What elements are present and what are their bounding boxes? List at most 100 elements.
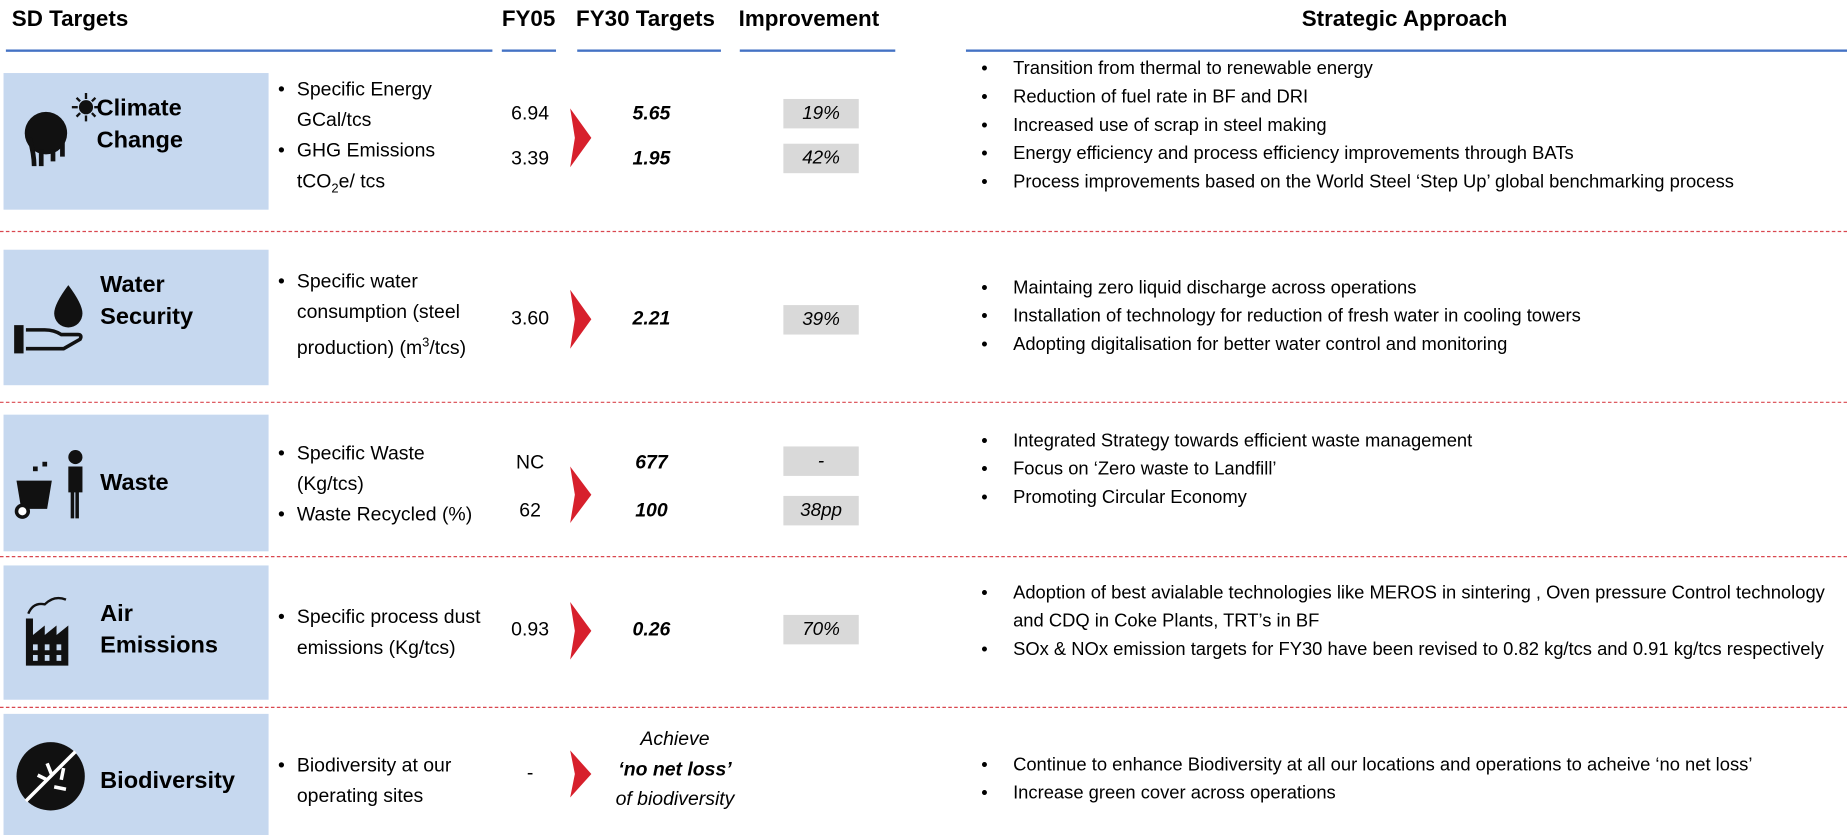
metric: • Specific water consumption (steel product…	[278, 266, 466, 363]
metric: • Specific Energy GCal/tcs	[278, 74, 432, 135]
metric-line: emissions (Kg/tcs)	[297, 633, 481, 664]
approach-item: Reduction of fuel rate in BF and DRI	[981, 84, 1826, 112]
bullet: •	[278, 606, 285, 628]
approach-item: Continue to enhance Biodiversity at all …	[981, 752, 1826, 780]
category-label: Waste	[100, 469, 169, 496]
fy30-value: 2.21	[632, 308, 671, 330]
metric-line: Specific Waste	[297, 438, 425, 469]
metric: • Specific Waste (Kg/tcs)	[278, 438, 425, 499]
column-header: SD Targets	[11, 7, 129, 32]
metric-text: Specific process dust	[296, 606, 481, 628]
superscript: 3	[422, 335, 430, 350]
fy30-value: 100	[635, 500, 668, 522]
header-underline	[965, 49, 1847, 52]
improvement-value: 39%	[783, 305, 859, 335]
header-underline	[501, 49, 557, 52]
metric-line: Specific water	[297, 266, 466, 297]
approach-list: Adoption of best avialable technologies …	[981, 580, 1826, 665]
metric-text: production) (m	[296, 337, 423, 359]
approach-item: Process improvements based on the World …	[981, 168, 1826, 196]
fy05-value: 6.94	[511, 103, 550, 125]
metric: • Biodiversity at our operating sites	[278, 750, 451, 811]
approach-list: Transition from thermal to renewable ene…	[981, 55, 1826, 196]
approach-list: Continue to enhance Biodiversity at all …	[981, 752, 1826, 809]
metric-text: Waste Recycled (%)	[296, 504, 473, 526]
fy05-value: 62	[519, 500, 541, 522]
metric-text: /tcs)	[429, 337, 467, 359]
improvement-value: 42%	[783, 143, 859, 174]
metric-text: operating sites	[296, 785, 424, 807]
bullet: •	[278, 442, 285, 465]
metric-text: Specific Waste (Kg/tcs)	[297, 438, 425, 499]
metric-text: Specific water	[296, 270, 418, 293]
arrow	[570, 108, 592, 168]
category-label: Climate	[96, 95, 182, 122]
fy30-value: 5.65	[632, 103, 671, 125]
metric: • Specific process dust emissions (Kg/tcs)	[278, 602, 481, 663]
metric-text: GHG Emissions	[296, 140, 436, 162]
arrow	[570, 601, 592, 660]
category-label: Change	[96, 127, 183, 154]
metric-line: production) (m3/tcs)	[297, 327, 466, 363]
arrow	[570, 750, 592, 798]
approach-item: Increase green cover across operations	[981, 780, 1826, 808]
metric-line: tCO2e/ tcs	[297, 166, 435, 204]
metric-text: consumption (steel	[296, 301, 461, 323]
improvement-value: 38pp	[783, 495, 859, 526]
approach-item: Promoting Circular Economy	[981, 484, 1826, 512]
category-label: Security	[100, 303, 194, 330]
approach-item: Adopting digitalisation for better water…	[981, 331, 1826, 359]
bullet: •	[278, 504, 285, 526]
category-label: Water	[100, 272, 165, 299]
header-underline	[577, 49, 721, 52]
fy30-value: 677	[635, 451, 668, 473]
column-header: FY05	[501, 7, 556, 32]
metric-text: Biodiversity at our	[296, 755, 452, 777]
bullet: •	[278, 755, 285, 777]
metric-line: GCal/tcs	[297, 105, 432, 136]
category-label: Emissions	[100, 632, 218, 659]
climate-icon	[24, 93, 101, 167]
metric-text: Specific process dust emissions (Kg/tcs)	[297, 602, 481, 663]
row-divider	[0, 230, 1847, 233]
improvement-value: -	[783, 446, 859, 476]
factory-icon	[25, 596, 69, 666]
column-header: FY30 Targets	[576, 7, 715, 32]
fy05-value: -	[526, 762, 534, 784]
metric-text: Specific Energy GCal/tcs	[297, 74, 432, 135]
category-box	[3, 565, 269, 700]
bullet: •	[278, 140, 285, 162]
approach-item: Focus on ‘Zero waste to Landfill’	[981, 456, 1826, 484]
metric-line: GHG Emissions	[297, 135, 435, 166]
metric-text: Specific water consumption (steel producti…	[297, 266, 466, 363]
metric-text: tCO	[296, 170, 332, 193]
improvement-value: 70%	[783, 614, 859, 645]
approach-item: Adoption of best avialable technologies …	[981, 580, 1826, 637]
header-underline	[739, 49, 896, 52]
metric-line: Biodiversity at our	[297, 750, 451, 781]
approach-item: Transition from thermal to renewable ene…	[981, 55, 1826, 83]
metric-line: Specific process dust	[297, 602, 481, 633]
fy30-value: 1.95	[632, 147, 671, 170]
biodiversity-icon	[16, 742, 85, 811]
metric: • GHG Emissions tCO2e/ tcs	[278, 135, 435, 204]
metric-text: Biodiversity at our operating sites	[297, 750, 451, 811]
arrow	[570, 466, 592, 524]
metric-line: (Kg/tcs)	[297, 469, 425, 500]
bullet: •	[278, 270, 285, 293]
category-box	[3, 249, 269, 386]
metric-line: consumption (steel	[297, 297, 466, 328]
approach-item: SOx & NOx emission targets for FY30 have…	[981, 636, 1826, 664]
fy30-text: Achieve	[640, 728, 710, 750]
bullet: •	[278, 78, 285, 101]
subscript: 2	[331, 181, 339, 196]
column-header: Strategic Approach	[1301, 7, 1508, 32]
fy30-text: ‘no net loss’	[618, 758, 732, 780]
approach-list: Maintaing zero liquid discharge across o…	[981, 274, 1826, 359]
metric: • Waste Recycled (%)	[278, 499, 472, 530]
fy05-value: 3.60	[511, 308, 550, 330]
fy30-value: 0.26	[632, 619, 671, 641]
fy05-value: NC	[516, 451, 545, 473]
